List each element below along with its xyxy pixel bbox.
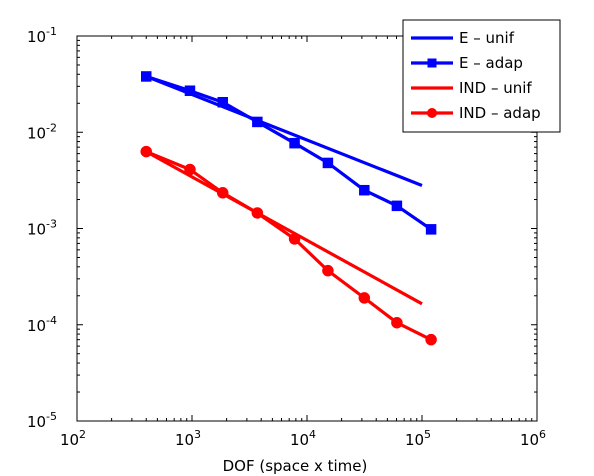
x-tick-label-exponent: 3 xyxy=(194,428,201,441)
x-tick-label: 104 xyxy=(290,428,316,449)
y-tick-label-exponent: -5 xyxy=(46,410,57,423)
x-tick-label-exponent: 6 xyxy=(539,428,546,441)
data-point xyxy=(216,187,229,199)
data-point xyxy=(425,333,437,346)
data-point xyxy=(251,207,264,219)
y-tick-label: 10-2 xyxy=(27,121,57,142)
x-tick-label-exponent: 2 xyxy=(79,428,86,441)
x-tick-label: 103 xyxy=(175,428,201,449)
legend-label: IND – adap xyxy=(459,104,541,122)
data-point xyxy=(252,116,263,128)
data-point xyxy=(322,157,334,169)
y-tick-label: 10-3 xyxy=(27,218,57,239)
data-point xyxy=(322,264,334,277)
data-point xyxy=(184,163,196,176)
x-tick-label-base: 10 xyxy=(60,431,79,449)
data-point xyxy=(358,292,371,304)
y-tick-label-base: 10 xyxy=(27,317,46,335)
y-tick-label-exponent: -3 xyxy=(46,218,57,231)
data-point xyxy=(289,137,300,149)
legend: E – unif E – adap IND – unif IND – adap xyxy=(402,19,561,133)
x-tick-label-base: 10 xyxy=(520,431,539,449)
data-point xyxy=(140,145,152,158)
x-tick-label-exponent: 5 xyxy=(424,428,431,441)
y-tick-label-exponent: -1 xyxy=(46,25,57,38)
x-tick-label: 105 xyxy=(405,428,431,449)
legend-entry: E – adap xyxy=(411,54,523,72)
legend-entry: E – unif xyxy=(411,29,515,47)
y-tick-label-exponent: -4 xyxy=(46,314,57,327)
data-point xyxy=(140,71,152,82)
y-tick-label-base: 10 xyxy=(27,124,46,142)
x-tick-label: 106 xyxy=(520,428,546,449)
y-tick-label: 10-5 xyxy=(27,410,57,431)
data-point xyxy=(217,96,228,108)
legend-label: E – unif xyxy=(459,29,515,47)
x-tick-label-exponent: 4 xyxy=(309,428,316,441)
y-tick-label-base: 10 xyxy=(27,413,46,431)
data-point xyxy=(391,200,403,212)
y-tick-label: 10-1 xyxy=(27,25,57,46)
data-point xyxy=(359,184,370,196)
x-tick-label-base: 10 xyxy=(175,431,194,449)
legend-label: IND – unif xyxy=(459,79,532,97)
y-tick-label: 10-4 xyxy=(27,314,57,335)
legend-marker xyxy=(427,108,437,118)
x-axis-label: DOF (space x time) xyxy=(223,457,368,475)
series-2 xyxy=(145,150,423,306)
plot-series xyxy=(140,71,437,346)
x-tick-label-base: 10 xyxy=(405,431,424,449)
data-point xyxy=(288,233,301,245)
data-point xyxy=(425,224,437,235)
series-1 xyxy=(140,71,437,235)
data-point xyxy=(391,316,403,329)
x-tick-label: 102 xyxy=(60,428,86,449)
data-point xyxy=(184,85,196,96)
x-tick-label-base: 10 xyxy=(290,431,309,449)
y-tick-label-base: 10 xyxy=(27,28,46,46)
series-line xyxy=(145,74,433,231)
series-3 xyxy=(140,145,437,346)
legend-entry: IND – unif xyxy=(411,79,532,97)
legend-entry: IND – adap xyxy=(411,104,541,122)
y-tick-label-base: 10 xyxy=(27,221,46,239)
legend-label: E – adap xyxy=(459,54,523,72)
legend-marker xyxy=(427,58,437,68)
y-tick-label-exponent: -2 xyxy=(46,121,57,134)
series-line xyxy=(145,150,423,306)
series-line xyxy=(145,150,432,342)
